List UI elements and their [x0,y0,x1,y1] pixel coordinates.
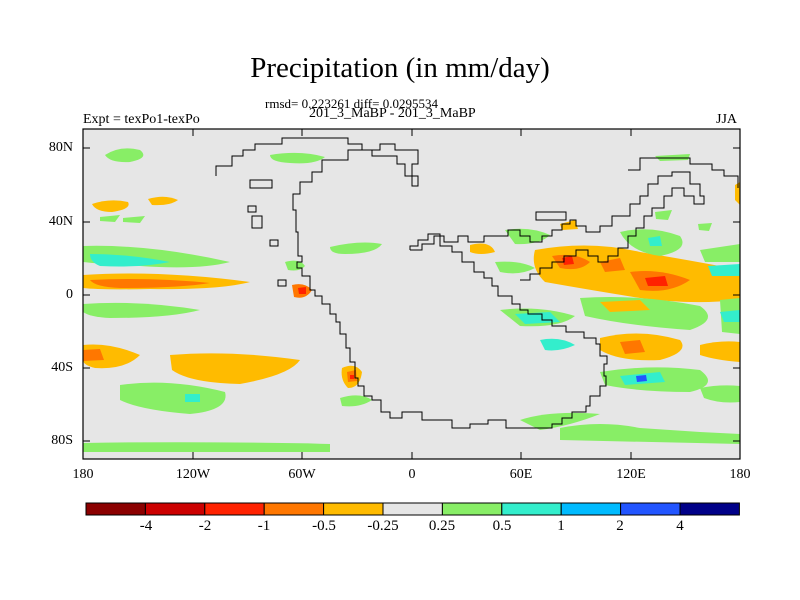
season-label: JJA [716,112,738,127]
colorbar-swatch [144,502,206,516]
lon-label-60w: 60W [288,467,316,482]
lat-label-80s: 80S [51,433,73,448]
colorbar-label: 1 [557,518,565,534]
colorbar-swatch [679,502,740,516]
colorbar-label: -4 [139,518,153,534]
experiment-label: Expt = texPo1-texPo [83,112,200,127]
colorbar-swatch [501,502,562,516]
colorbar-swatch [323,502,384,516]
colorbar-label: 2 [616,518,624,534]
lat-label-40n: 40N [48,214,73,229]
colorbar-swatch [204,502,265,516]
case-names: 201_3_MaBP - 201_3_MaBP [309,106,476,121]
colorbar-label: 4 [676,518,684,534]
lat-label-40s: 40S [51,360,73,375]
colorbar-swatch [382,502,443,516]
lon-label-180e: 180 [729,467,751,482]
colorbar-label: -0.5 [312,518,336,534]
colorbar-label: -2 [198,518,212,534]
lat-label-0: 0 [66,287,73,302]
colorbar-swatch [85,502,146,516]
colorbar-swatch [560,502,622,516]
lon-label-120e: 120E [616,467,646,482]
colorbar-label: -1 [257,518,271,534]
lat-label-80n: 80N [48,140,73,155]
coastlines [215,137,739,429]
colorbar-swatch [620,502,681,516]
colorbar-swatch [441,502,503,516]
map-title: Precipitation (in mm/day) [250,52,550,84]
axis-ticks [83,129,740,459]
lon-label-60e: 60E [509,467,533,482]
colorbar-label: -0.25 [367,518,399,534]
colorbar [85,502,740,516]
lon-label-0: 0 [408,467,416,482]
colorbar-label: 0.5 [492,518,512,534]
colorbar-label: 0.25 [428,518,456,534]
lon-label-180w: 180 [72,467,94,482]
lon-label-120w: 120W [175,467,211,482]
colorbar-swatch [263,502,325,516]
stats-line: rmsd= 0.223261 diff= 0.0295534 [265,96,438,111]
